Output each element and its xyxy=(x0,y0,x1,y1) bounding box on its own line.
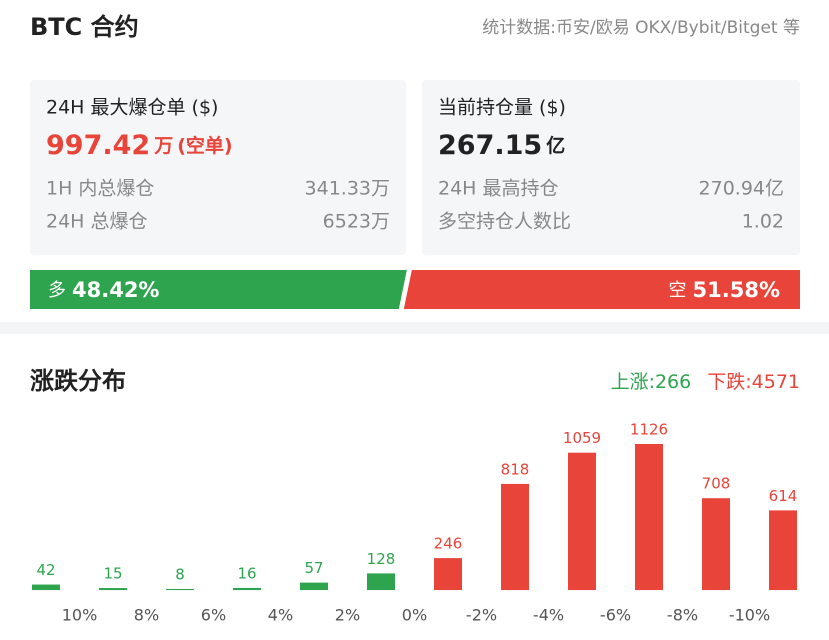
short-percent: 51.58% xyxy=(693,278,780,302)
long-percent: 48.42% xyxy=(72,278,159,302)
card-row-label: 24H 最高持仓 xyxy=(438,178,559,200)
card-value-number: 267.15 xyxy=(438,130,542,161)
long-ratio-label: 多 48.42% xyxy=(48,278,159,302)
bar xyxy=(635,444,663,590)
x-tick-label: 8% xyxy=(134,606,159,625)
short-ratio-label: 空 51.58% xyxy=(669,278,780,302)
bar-value-label: 128 xyxy=(367,550,396,568)
card-background xyxy=(422,80,800,255)
x-tick-label: 4% xyxy=(268,606,293,625)
bar xyxy=(769,510,797,590)
card-label: 24H 最大爆仓单 ($) xyxy=(46,97,218,119)
bar xyxy=(702,498,730,590)
card-row-label: 多空持仓人数比 xyxy=(438,211,571,233)
bar xyxy=(99,588,127,590)
bar xyxy=(501,483,529,590)
bar-value-label: 1059 xyxy=(563,429,601,447)
x-tick-label: -6% xyxy=(600,606,631,625)
bar-value-label: 614 xyxy=(769,487,798,505)
bar-value-label: 16 xyxy=(237,564,256,582)
x-tick-label: -8% xyxy=(667,606,698,625)
long-ratio-bar xyxy=(30,270,407,309)
card-row-label: 24H 总爆仓 xyxy=(46,211,148,233)
x-tick-label: 0% xyxy=(402,606,427,625)
card-label: 当前持仓量 ($) xyxy=(438,97,566,119)
card-value-unit: 万 xyxy=(153,135,173,157)
section-divider xyxy=(0,322,829,334)
card-row-value: 341.33万 xyxy=(305,178,390,200)
source-note: 统计数据:币安/欧易 OKX/Bybit/Bitget 等 xyxy=(482,18,800,38)
chart-title: 涨跌分布 xyxy=(30,367,126,395)
card-row-value: 270.94亿 xyxy=(699,178,784,200)
card-side: (空单) xyxy=(177,134,232,157)
bar-value-label: 246 xyxy=(434,535,463,553)
card-row-value: 6523万 xyxy=(323,211,390,233)
card-row-value: 1.02 xyxy=(742,211,784,233)
card-value-number: 997.42 xyxy=(46,130,150,161)
card-value-unit: 亿 xyxy=(546,134,565,157)
bar-value-label: 708 xyxy=(702,475,731,493)
x-tick-label: 6% xyxy=(201,606,226,625)
bar-value-label: 1126 xyxy=(630,421,668,439)
short-ratio-bar xyxy=(403,270,800,309)
x-tick-label: -10% xyxy=(729,606,770,625)
card-value: 997.42 万 (空单) xyxy=(46,130,233,161)
bar-value-label: 15 xyxy=(103,565,122,583)
x-tick-label: -2% xyxy=(466,606,497,625)
bar xyxy=(367,573,395,590)
bar-value-label: 57 xyxy=(304,559,323,577)
bar-value-label: 8 xyxy=(175,565,185,583)
bar-value-label: 818 xyxy=(501,460,530,478)
page-title: BTC 合约 xyxy=(30,13,139,41)
bar xyxy=(568,452,596,590)
card-value: 267.15 亿 xyxy=(438,130,565,161)
bar xyxy=(300,582,328,590)
x-tick-label: 10% xyxy=(62,606,98,625)
card-background xyxy=(30,80,406,255)
chart-summary: 上涨:266 下跌:4571 xyxy=(611,371,800,393)
long-name: 多 xyxy=(48,280,66,301)
x-tick-label: -4% xyxy=(533,606,564,625)
x-tick-label: 2% xyxy=(335,606,360,625)
bar xyxy=(434,558,462,590)
bar xyxy=(233,587,261,590)
short-name: 空 xyxy=(669,280,687,301)
summary-item: 下跌:4571 xyxy=(707,371,800,393)
card-row-label: 1H 内总爆仓 xyxy=(46,178,154,200)
summary-item: 上涨:266 xyxy=(611,371,692,393)
bar xyxy=(166,588,194,590)
bar-value-label: 42 xyxy=(36,561,55,579)
bar xyxy=(32,584,60,590)
